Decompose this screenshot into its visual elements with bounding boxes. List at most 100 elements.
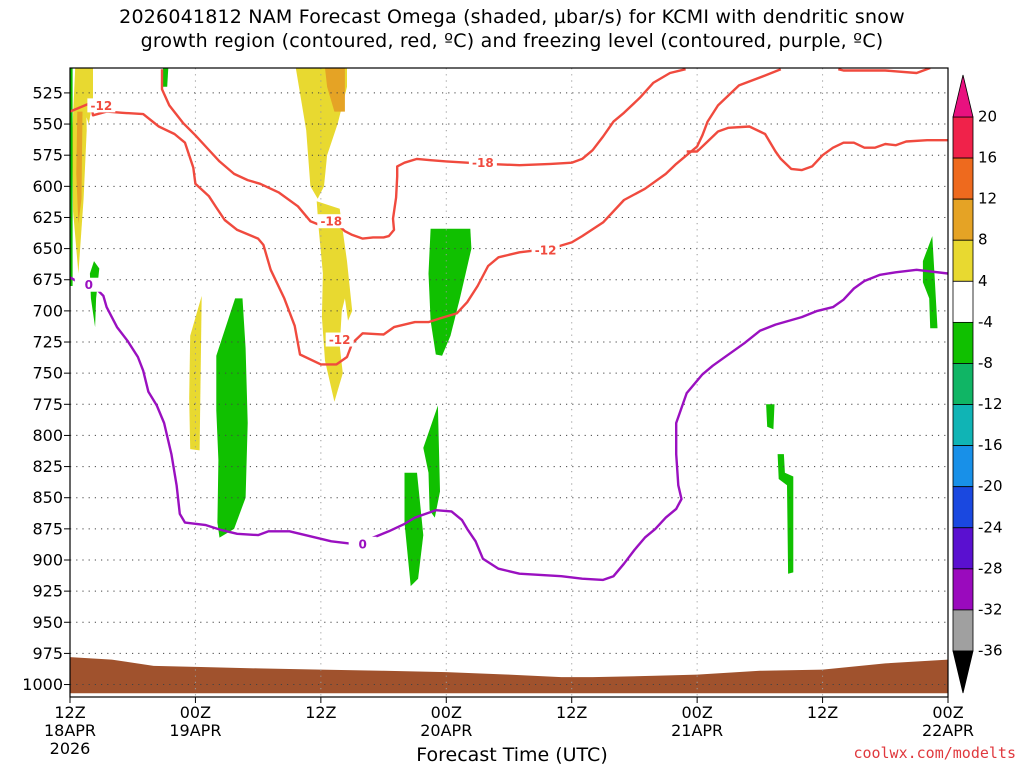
ground-layer [70,657,948,694]
omega-region-6 [189,295,202,451]
colorbar-segment [952,280,974,323]
colorbar-label: 12 [978,190,997,208]
contour-label-minus12-1-bg [531,242,560,257]
colorbar-segment [952,363,974,405]
contour-label-minus18-0-bg [317,214,346,229]
omega-region-14 [766,404,775,430]
x-tick-label: 12Z [807,703,838,722]
colorbar-segment [952,157,974,200]
x-tick-year: 2026 [50,739,91,758]
x-tick-date: 21APR [671,721,723,740]
grid-layer [69,68,949,697]
colorbar-segment [952,527,974,570]
chart-title-line1: 2026041812 NAM Forecast Omega (shaded, µ… [119,6,905,28]
colorbar-top-arrow [952,74,974,118]
y-tick-label: 575 [32,146,63,165]
y-tick-label: 850 [32,488,63,507]
y-tick-label: 525 [32,83,63,102]
x-tick-date: 20APR [420,721,472,740]
x-tick-label: 12Z [305,703,336,722]
colorbar-label: 4 [978,272,988,290]
colorbar-label: 20 [978,108,997,126]
contour-layer [70,68,948,582]
contour-minus12-a [70,68,782,366]
y-tick-label: 975 [32,644,63,663]
x-tick-label: 00Z [431,703,462,722]
y-tick-label: 950 [32,613,63,632]
colorbar-segment [952,239,974,282]
contour-label-minus12-1: -12 [535,243,557,257]
contour-labels: -12 -12 -12 -18 -18 0 0 [74,98,560,551]
omega-region-2 [76,111,83,224]
contour-label-minus12-0-bg [87,98,116,113]
omega-region-12 [404,472,424,587]
y-tick-label: 775 [32,395,63,414]
colorbar-segment [952,609,974,652]
y-tick-label: 825 [32,457,63,476]
colorbar-label: -32 [978,600,1003,618]
colorbar-label: -20 [978,477,1003,495]
colorbar-label: 16 [978,149,997,167]
y-tick-label: 1000 [22,675,63,694]
colorbar-label: -16 [978,436,1003,454]
colorbar-segment [952,486,974,529]
x-tick-label: 12Z [556,703,587,722]
x-tick-date: 19APR [169,721,221,740]
colorbar-segment [952,404,974,447]
omega-region-4 [325,68,345,112]
y-tick-label: 625 [32,208,63,227]
omega-region-10 [163,68,169,87]
y-tick-label: 725 [32,333,63,352]
contour-minus12-b [838,68,931,75]
contour-label-minus12-2-bg [325,332,354,347]
x-tick-label: 00Z [180,703,211,722]
y-tick-label: 650 [32,239,63,258]
chart-title-line2: growth region (contoured, red, ºC) and f… [140,30,884,52]
x-tick-label: 12Z [54,703,85,722]
y-axis: 525 550 575 600 625 650 675 700 725 750 775 800 825 8… [22,83,70,694]
x-tick-date: 22APR [922,721,974,740]
x-tick-label: 00Z [932,703,963,722]
colorbar-label: -36 [978,642,1003,660]
y-tick-label: 600 [32,177,63,196]
y-tick-label: 675 [32,270,63,289]
contour-label-minus12-2: -12 [329,333,351,347]
y-tick-label: 800 [32,426,63,445]
colorbar-segment [952,445,974,488]
omega-region-7 [428,228,472,356]
colorbar-label: -28 [978,559,1003,577]
colorbar-label: 8 [978,231,988,249]
omega-shading-layer [70,68,938,587]
plot-frame [69,67,949,698]
colorbar-label: -12 [978,395,1003,413]
x-axis-title: Forecast Time (UTC) [416,744,608,766]
contour-label-freezing-0: 0 [85,278,93,292]
omega-region-11 [70,68,73,286]
colorbar-label: -4 [978,313,993,331]
y-tick-label: 925 [32,582,63,601]
y-tick-label: 550 [32,115,63,134]
contour-label-freezing-1: 0 [358,537,366,551]
colorbar-bottom-arrow [952,650,974,694]
contour-label-minus18-1: -18 [472,156,494,170]
ground-surface [70,657,948,694]
colorbar-segment [952,198,974,241]
omega-region-5 [316,201,353,402]
omega-region-13 [423,405,440,518]
colorbar-segment [952,568,974,611]
colorbar-label: -24 [978,518,1003,536]
omega-region-16 [922,236,938,329]
contour-label-minus18-1-bg [468,155,497,170]
x-tick-date: 18APR [44,721,96,740]
omega-region-9 [89,261,100,328]
y-tick-label: 700 [32,301,63,320]
contour-label-freezing-1-bg [348,536,377,551]
credit-text[interactable]: coolwx.com/modelts [853,744,1016,762]
contour-minus18-a [160,68,686,240]
contour-label-minus18-0: -18 [320,215,342,229]
contour-label-minus12-0: -12 [91,99,113,113]
colorbar-segment [952,116,974,159]
colorbar: 20 16 12 8 4 -4 -8 -12 -16 -20 -24 -28 -32 -36 [952,74,1003,694]
